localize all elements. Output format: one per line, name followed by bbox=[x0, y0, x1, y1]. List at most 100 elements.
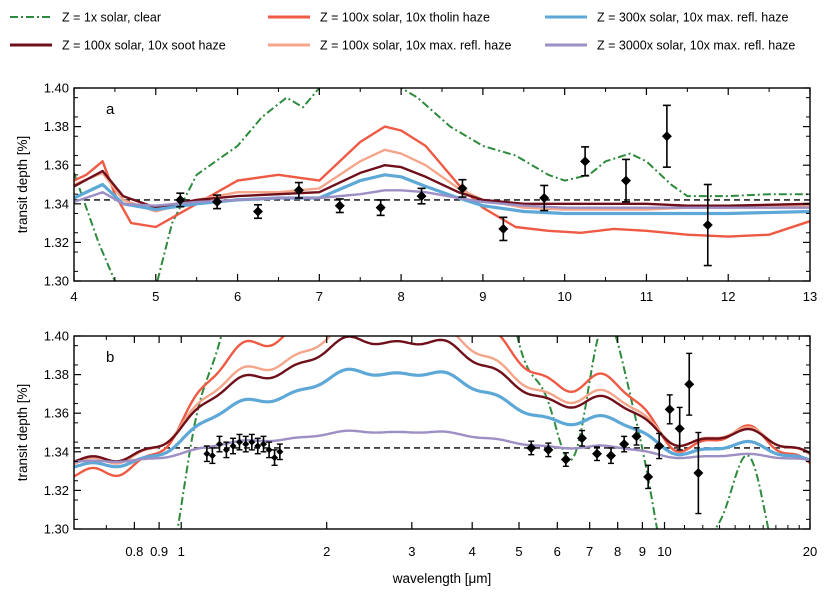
series-b-tholin100 bbox=[74, 336, 810, 478]
data-point-b bbox=[619, 439, 630, 450]
data-point-b bbox=[631, 431, 642, 442]
panel-a-letter: a bbox=[106, 101, 115, 118]
series-a-clear1x bbox=[74, 88, 810, 281]
data-point-b bbox=[654, 441, 665, 452]
xtick-label-a: 11 bbox=[640, 289, 654, 304]
data-point-a bbox=[175, 194, 186, 205]
data-point-b bbox=[674, 423, 685, 434]
legend-label-tholin100: Z = 100x solar, 10x tholin haze bbox=[320, 11, 490, 25]
xtick-label-b: 7 bbox=[586, 544, 593, 559]
data-point-b bbox=[260, 440, 268, 448]
data-point-a bbox=[580, 156, 591, 167]
data-point-a bbox=[498, 223, 509, 234]
xtick-label-b: 0.8 bbox=[125, 544, 143, 559]
panel-a-ylabel: transit depth [%] bbox=[15, 136, 30, 234]
data-point-b bbox=[526, 442, 537, 453]
data-point-b bbox=[203, 450, 211, 458]
series-b-clear1x bbox=[176, 336, 770, 529]
xtick-label-b: 0.9 bbox=[150, 544, 168, 559]
ytick-label-a: 1.34 bbox=[44, 196, 69, 211]
panel-a: 1.30 1.32 1.34 1.36 1.38 1.40 4 5 6 7 8 9 10 11 12 13 a… bbox=[15, 81, 817, 305]
data-point-b bbox=[543, 444, 554, 455]
ytick-label-a: 1.36 bbox=[44, 158, 69, 173]
data-point-a bbox=[702, 220, 713, 231]
series-a-maxrefl300 bbox=[74, 173, 810, 216]
ytick-label-b: 1.36 bbox=[44, 406, 69, 421]
data-point-b bbox=[254, 442, 262, 450]
data-point-b bbox=[222, 446, 230, 454]
xtick-label-b: 9 bbox=[639, 544, 646, 559]
series-a-tholin100 bbox=[74, 125, 810, 238]
panel-b-frame bbox=[73, 335, 811, 530]
panel-b: 1.30 1.32 1.34 1.36 1.38 1.40 0.8 0.9 1 2 3 4 5 6 7 8 9 1… bbox=[15, 329, 817, 587]
data-point-b bbox=[271, 454, 279, 462]
ytick-label-b: 1.40 bbox=[44, 329, 69, 344]
data-point-b bbox=[265, 446, 273, 454]
xtick-label-b: 20 bbox=[803, 544, 817, 559]
series-a-soot100 bbox=[74, 164, 810, 209]
series-b-maxrefl3000 bbox=[74, 429, 810, 464]
ytick-label-b: 1.34 bbox=[44, 444, 69, 459]
legend-label-clear1x: Z = 1x solar, clear bbox=[62, 11, 161, 25]
data-point-b bbox=[592, 448, 603, 459]
data-point-b bbox=[276, 448, 284, 456]
xtick-label-a: 13 bbox=[803, 289, 817, 304]
ytick-label-b: 1.30 bbox=[44, 522, 69, 537]
xtick-label-a: 4 bbox=[70, 289, 77, 304]
legend-label-maxrefl100: Z = 100x solar, 10x max. refl. haze bbox=[320, 39, 511, 53]
data-point-a bbox=[293, 185, 304, 196]
data-point-b bbox=[664, 404, 675, 415]
xtick-label-b: 2 bbox=[323, 544, 330, 559]
data-point-b bbox=[242, 440, 250, 448]
data-point-b bbox=[235, 438, 243, 446]
data-point-b bbox=[693, 468, 704, 479]
legend-label-soot100: Z = 100x solar, 10x soot haze bbox=[62, 39, 226, 53]
ytick-label-a: 1.32 bbox=[44, 235, 69, 250]
xtick-label-a: 8 bbox=[397, 289, 404, 304]
panel-b-letter: b bbox=[106, 349, 114, 366]
series-b-soot100 bbox=[74, 336, 810, 463]
xtick-label-a: 5 bbox=[152, 289, 159, 304]
legend-label-maxrefl3000: Z = 3000x solar, 10x max. refl. haze bbox=[597, 39, 795, 53]
data-point-a bbox=[416, 191, 427, 202]
xtick-label-b: 4 bbox=[469, 544, 476, 559]
data-point-b bbox=[229, 442, 237, 450]
data-point-b bbox=[684, 379, 695, 390]
xtick-label-a: 6 bbox=[234, 289, 241, 304]
x-axis-label: wavelength [μm] bbox=[392, 571, 492, 586]
xtick-label-a: 10 bbox=[557, 289, 571, 304]
xtick-label-a: 7 bbox=[316, 289, 323, 304]
panel-b-ylabel: transit depth [%] bbox=[15, 384, 30, 482]
data-point-a bbox=[621, 175, 631, 186]
ytick-label-b: 1.32 bbox=[44, 483, 69, 498]
xtick-label-a: 9 bbox=[479, 289, 486, 304]
xtick-label-b: 6 bbox=[554, 544, 561, 559]
data-point-b bbox=[248, 438, 256, 446]
xtick-label-b: 10 bbox=[657, 544, 671, 559]
ytick-label-b: 1.38 bbox=[44, 367, 69, 382]
ytick-label-a: 1.30 bbox=[44, 274, 69, 289]
xtick-label-b: 8 bbox=[614, 544, 621, 559]
legend: Z = 1x solar, clear Z = 100x solar, 10x s… bbox=[10, 11, 795, 53]
ytick-label-a: 1.38 bbox=[44, 119, 69, 134]
data-point-b bbox=[577, 433, 588, 444]
data-point-b bbox=[606, 450, 617, 461]
data-point-a bbox=[334, 200, 345, 211]
xtick-label-b: 5 bbox=[515, 544, 522, 559]
data-point-a bbox=[457, 183, 468, 194]
data-point-a bbox=[375, 202, 386, 213]
data-point-a bbox=[539, 193, 550, 204]
data-point-a bbox=[212, 196, 223, 207]
xtick-label-b: 3 bbox=[408, 544, 415, 559]
ytick-label-a: 1.40 bbox=[44, 81, 69, 96]
xtick-label-b: 1 bbox=[178, 544, 185, 559]
data-point-b bbox=[560, 454, 571, 465]
data-point-a bbox=[253, 206, 263, 217]
data-point-b bbox=[643, 471, 654, 482]
data-point-b bbox=[215, 440, 223, 448]
data-point-b bbox=[208, 452, 216, 460]
legend-label-maxrefl300: Z = 300x solar, 10x max. refl. haze bbox=[597, 11, 788, 25]
series-a-maxrefl3000 bbox=[74, 189, 810, 209]
series-b-maxrefl300 bbox=[74, 367, 810, 469]
